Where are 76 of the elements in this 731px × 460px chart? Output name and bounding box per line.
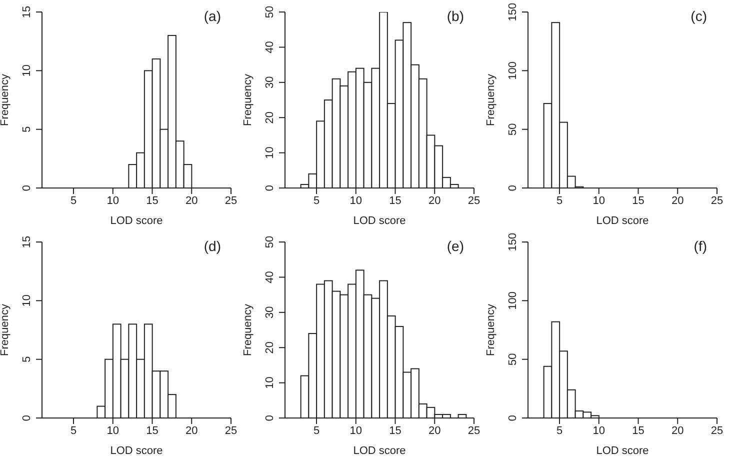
y-axis-title: Frequency: [0, 74, 11, 126]
x-tick-label: 5: [70, 194, 77, 207]
y-tick-label: 15: [21, 6, 33, 18]
x-tick-label: 5: [313, 194, 320, 207]
y-tick-label: 15: [21, 236, 33, 248]
x-axis-title: LOD score: [110, 215, 163, 227]
y-tick-label: 50: [507, 123, 519, 136]
x-tick-label: 15: [389, 424, 402, 437]
chart-title: (f): [694, 238, 707, 254]
x-tick-label: 20: [672, 424, 684, 437]
y-axis-title: Frequency: [0, 304, 11, 356]
x-tick-label: 25: [224, 194, 238, 207]
x-tick-label: 10: [350, 194, 362, 207]
x-tick-label: 10: [106, 194, 119, 207]
x-tick-label: 25: [710, 424, 724, 437]
y-tick-label: 30: [264, 306, 276, 319]
y-tick-label: 0: [507, 414, 519, 422]
y-tick-label: 40: [264, 271, 276, 284]
x-tick-label: 15: [632, 424, 644, 437]
x-axis-title: LOD score: [353, 215, 406, 227]
x-axis-title: LOD score: [110, 445, 163, 457]
y-tick-label: 150: [507, 232, 519, 252]
y-tick-label: 30: [264, 76, 276, 89]
x-tick-label: 25: [468, 194, 480, 207]
chart-title: (e): [446, 238, 464, 254]
chart-title: (a): [204, 8, 221, 24]
y-tick-label: 10: [264, 376, 276, 389]
x-axis-title: LOD score: [596, 215, 649, 227]
y-tick-label: 10: [21, 294, 33, 307]
y-tick-label: 5: [21, 126, 33, 132]
x-tick-label: 5: [70, 424, 77, 437]
x-tick-label: 20: [428, 194, 441, 207]
y-tick-label: 0: [264, 184, 276, 192]
x-tick-label: 5: [556, 424, 563, 437]
y-axis-title: Frequency: [242, 74, 254, 126]
y-tick-label: 100: [507, 291, 519, 310]
x-tick-label: 5: [556, 194, 563, 207]
x-tick-label: 20: [186, 194, 198, 207]
x-tick-label: 20: [672, 194, 684, 207]
y-tick-label: 10: [264, 146, 276, 159]
x-axis-title: LOD score: [596, 445, 649, 457]
y-tick-label: 100: [507, 61, 519, 80]
x-tick-label: 10: [592, 424, 605, 437]
x-tick-label: 5: [313, 424, 320, 437]
y-tick-label: 50: [264, 6, 276, 18]
x-tick-label: 15: [146, 194, 158, 207]
chart-title: (d): [204, 238, 221, 254]
y-axis-title: Frequency: [484, 74, 497, 126]
x-tick-label: 15: [389, 194, 402, 207]
y-tick-label: 5: [21, 356, 33, 362]
chart-title: (b): [446, 8, 464, 24]
y-tick-label: 50: [264, 236, 276, 248]
x-tick-label: 20: [186, 424, 198, 437]
y-tick-label: 150: [507, 2, 519, 22]
x-tick-label: 10: [350, 424, 362, 437]
x-tick-label: 25: [468, 424, 480, 437]
y-tick-label: 0: [21, 184, 33, 192]
x-tick-label: 20: [428, 424, 441, 437]
y-tick-label: 0: [264, 414, 276, 422]
y-tick-label: 10: [21, 64, 33, 77]
y-axis-title: Frequency: [484, 304, 497, 356]
y-tick-label: 20: [264, 111, 276, 124]
y-tick-label: 40: [264, 41, 276, 54]
x-tick-label: 25: [224, 424, 238, 437]
y-tick-label: 50: [507, 353, 519, 366]
x-tick-label: 10: [106, 424, 119, 437]
x-tick-label: 15: [146, 424, 158, 437]
y-tick-label: 0: [21, 414, 33, 422]
x-tick-label: 15: [632, 194, 644, 207]
y-tick-label: 0: [507, 184, 519, 192]
x-tick-label: 25: [710, 194, 724, 207]
y-axis-title: Frequency: [242, 304, 254, 356]
x-axis-title: LOD score: [353, 445, 406, 457]
chart-title: (c): [690, 8, 707, 24]
y-tick-label: 20: [264, 341, 276, 354]
x-tick-label: 10: [592, 194, 605, 207]
